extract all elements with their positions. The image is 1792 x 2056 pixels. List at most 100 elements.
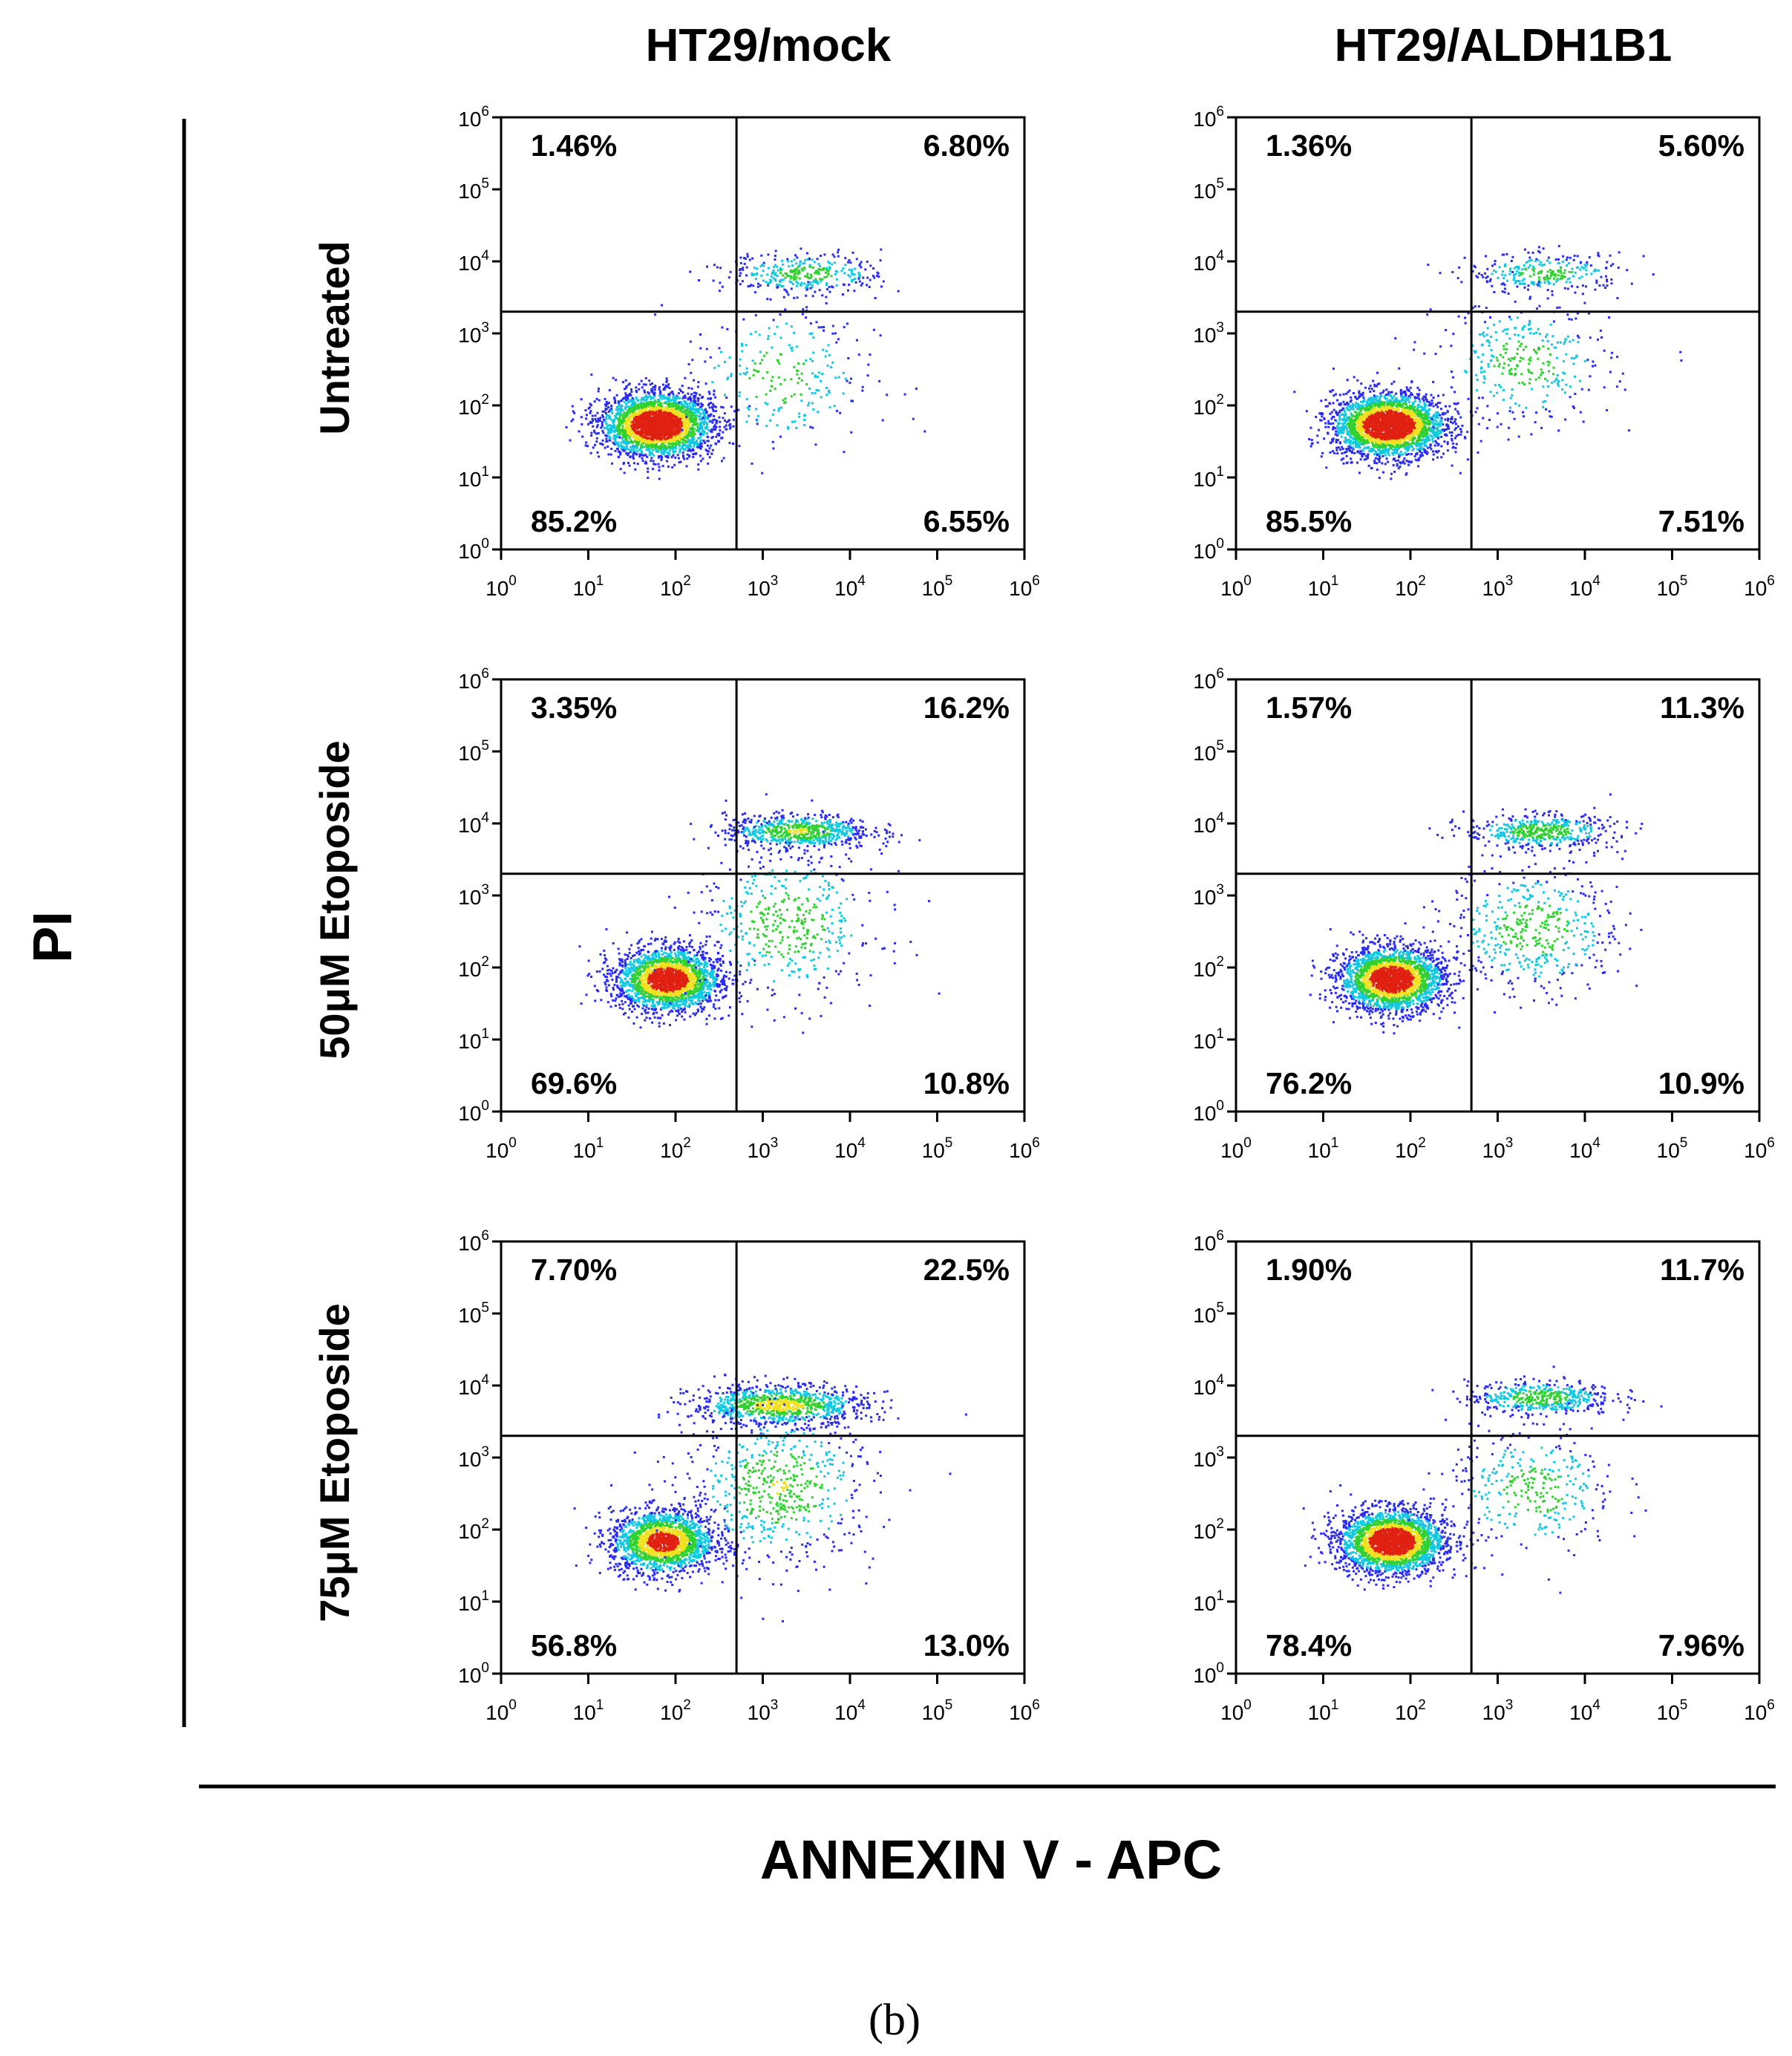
event-dot	[632, 415, 635, 417]
event-dot	[696, 414, 698, 417]
event-dot	[692, 448, 694, 451]
event-dot	[802, 362, 805, 365]
event-dot	[771, 385, 773, 388]
event-dot	[625, 394, 627, 396]
event-dot	[828, 286, 831, 288]
event-dot	[848, 269, 851, 271]
event-dot	[670, 407, 673, 409]
event-dot	[618, 420, 620, 422]
event-dot	[610, 454, 612, 456]
event-dot	[654, 417, 656, 420]
event-dot	[604, 403, 606, 405]
event-dot	[1360, 458, 1362, 460]
event-dot	[681, 441, 684, 443]
event-dot	[1335, 441, 1338, 443]
event-dot	[702, 410, 704, 412]
event-dot	[1459, 434, 1462, 436]
event-dot	[791, 421, 794, 423]
event-dot	[812, 336, 814, 339]
event-dot	[698, 402, 700, 405]
event-dot	[634, 418, 636, 420]
event-dot	[869, 286, 871, 288]
event-dot	[688, 363, 690, 365]
event-dot	[635, 428, 638, 430]
event-dot	[689, 405, 691, 408]
event-dot	[657, 399, 659, 401]
event-dot	[858, 278, 860, 280]
event-dot	[1353, 392, 1355, 394]
event-dot	[635, 386, 637, 388]
event-dot	[647, 448, 649, 450]
event-dot	[667, 466, 670, 468]
event-dot	[602, 431, 604, 434]
event-dot	[837, 249, 840, 251]
event-dot	[666, 460, 668, 463]
event-dot	[1341, 422, 1344, 425]
event-dot	[755, 408, 757, 410]
event-dot	[791, 347, 794, 349]
event-dot	[683, 458, 685, 460]
event-dot	[1320, 399, 1322, 402]
event-dot	[644, 399, 646, 402]
event-dot	[647, 440, 650, 443]
event-dot	[751, 258, 753, 260]
event-dot	[618, 451, 621, 453]
event-dot	[613, 419, 615, 421]
event-dot	[1331, 411, 1333, 414]
event-dot	[811, 258, 814, 261]
event-dot	[806, 258, 808, 261]
event-dot	[590, 434, 592, 437]
column-title-aldh1b1: HT29/ALDH1B1	[1335, 20, 1672, 71]
event-dot	[706, 411, 708, 413]
event-dot	[635, 453, 638, 455]
event-dot	[590, 432, 592, 434]
event-dot	[682, 420, 684, 422]
event-dot	[612, 442, 615, 444]
event-dot	[904, 394, 906, 396]
event-dot	[837, 251, 839, 253]
event-dot	[658, 432, 660, 434]
event-dot	[629, 415, 631, 417]
event-dot	[619, 437, 621, 439]
event-dot	[815, 443, 817, 446]
event-dot	[672, 447, 674, 449]
event-dot	[767, 338, 769, 340]
event-dot	[825, 272, 827, 274]
event-dot	[825, 296, 827, 298]
event-dot	[635, 416, 638, 418]
event-dot	[1335, 427, 1337, 429]
event-dot	[595, 414, 597, 417]
event-dot	[660, 429, 662, 431]
event-dot	[797, 273, 799, 275]
event-dot	[846, 380, 848, 382]
event-dot	[569, 440, 572, 442]
event-dot	[699, 433, 702, 435]
event-dot	[849, 275, 851, 278]
event-dot	[753, 374, 755, 376]
event-dot	[847, 261, 849, 264]
event-dot	[825, 356, 827, 358]
event-dot	[861, 282, 863, 284]
event-dot	[814, 261, 816, 264]
event-dot	[612, 424, 615, 426]
event-dot	[720, 351, 722, 353]
event-dot	[650, 408, 653, 411]
event-dot	[803, 283, 805, 285]
event-dot	[641, 399, 643, 401]
event-dot	[817, 411, 819, 413]
event-dot	[623, 462, 625, 464]
event-dot	[690, 408, 692, 410]
event-dot	[769, 420, 771, 422]
event-dot	[712, 403, 714, 405]
event-dot	[598, 432, 600, 434]
event-dot	[700, 460, 702, 462]
event-dot	[653, 422, 655, 424]
event-dot	[759, 333, 761, 336]
event-dot	[697, 463, 699, 466]
event-dot	[843, 326, 846, 328]
event-dot	[659, 391, 661, 393]
event-dot	[601, 414, 604, 417]
event-dot	[1381, 391, 1384, 394]
event-dot	[662, 465, 664, 467]
event-dot	[617, 411, 619, 414]
